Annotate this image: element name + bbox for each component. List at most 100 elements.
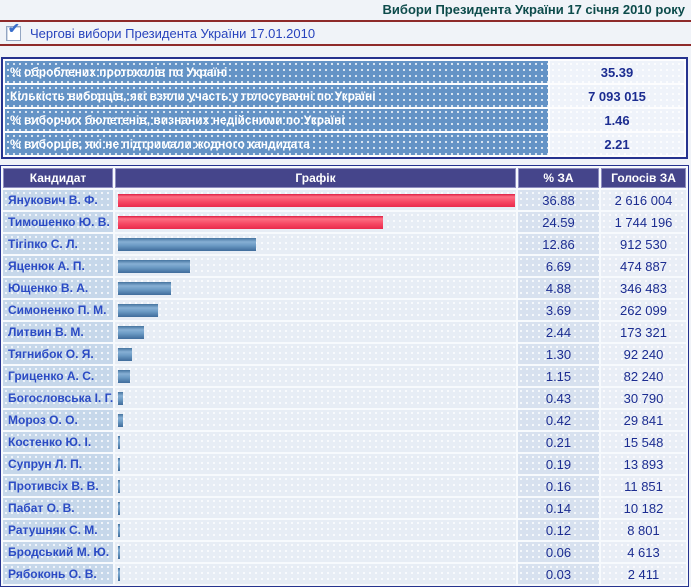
result-bar — [118, 567, 120, 581]
graph-cell — [115, 564, 516, 584]
column-header-percent: % ЗА — [518, 168, 599, 188]
result-bar — [118, 391, 123, 405]
result-bar — [118, 435, 121, 449]
summary-label: % виборчих бюлетенів, визнаних недійсним… — [5, 109, 548, 131]
candidate-name[interactable]: Ющенко В. А. — [3, 278, 113, 298]
candidate-name[interactable]: Тимошенко Ю. В. — [3, 212, 113, 232]
candidate-name[interactable]: Костенко Ю. І. — [3, 432, 113, 452]
summary-value: 2.21 — [550, 133, 684, 155]
candidate-name[interactable]: Пабат О. В. — [3, 498, 113, 518]
result-bar — [118, 457, 121, 471]
graph-cell — [115, 454, 516, 474]
table-row: Рябоконь О. В. 0.03 2 411 — [3, 564, 686, 584]
page-header: Вибори Президента України 17 січня 2010 … — [0, 0, 691, 22]
candidate-name[interactable]: Яценюк А. П. — [3, 256, 113, 276]
graph-cell — [115, 388, 516, 408]
table-row: Супрун Л. П. 0.19 13 893 — [3, 454, 686, 474]
summary-label: % оброблених протоколів по Україні — [5, 61, 548, 83]
summary-row: % оброблених протоколів по Україні 35.39 — [5, 61, 684, 83]
votes-value: 30 790 — [601, 388, 686, 408]
column-header-candidate: Кандидат — [3, 168, 113, 188]
table-row: Яценюк А. П. 6.69 474 887 — [3, 256, 686, 276]
percent-value: 1.15 — [518, 366, 599, 386]
table-row: Мороз О. О. 0.42 29 841 — [3, 410, 686, 430]
column-header-votes: Голосів ЗА — [601, 168, 686, 188]
candidate-name[interactable]: Богословська І. Г. — [3, 388, 113, 408]
table-row: Ющенко В. А. 4.88 346 483 — [3, 278, 686, 298]
candidate-name[interactable]: Симоненко П. М. — [3, 300, 113, 320]
percent-value: 36.88 — [518, 190, 599, 210]
candidate-name[interactable]: Янукович В. Ф. — [3, 190, 113, 210]
votes-value: 8 801 — [601, 520, 686, 540]
graph-cell — [115, 322, 516, 342]
votes-value: 13 893 — [601, 454, 686, 474]
table-row: Богословська І. Г. 0.43 30 790 — [3, 388, 686, 408]
votes-value: 262 099 — [601, 300, 686, 320]
percent-value: 12.86 — [518, 234, 599, 254]
candidate-name[interactable]: Тягнибок О. Я. — [3, 344, 113, 364]
votes-value: 92 240 — [601, 344, 686, 364]
candidate-name[interactable]: Рябоконь О. В. — [3, 564, 113, 584]
result-bar — [118, 413, 123, 427]
graph-cell — [115, 344, 516, 364]
percent-value: 2.44 — [518, 322, 599, 342]
result-bar — [118, 347, 132, 361]
result-bar — [118, 215, 383, 229]
column-header-graph: Графік — [115, 168, 516, 188]
table-row: Пабат О. В. 0.14 10 182 — [3, 498, 686, 518]
table-row: Противсіх В. В. 0.16 11 851 — [3, 476, 686, 496]
candidate-name[interactable]: Мороз О. О. — [3, 410, 113, 430]
percent-value: 3.69 — [518, 300, 599, 320]
candidate-name[interactable]: Литвин В. М. — [3, 322, 113, 342]
candidate-name[interactable]: Тігіпко С. Л. — [3, 234, 113, 254]
candidate-name[interactable]: Противсіх В. В. — [3, 476, 113, 496]
percent-value: 6.69 — [518, 256, 599, 276]
graph-cell — [115, 300, 516, 320]
result-bar — [118, 303, 158, 317]
table-row: Тягнибок О. Я. 1.30 92 240 — [3, 344, 686, 364]
votes-value: 2 616 004 — [601, 190, 686, 210]
summary-row: Кількість виборців, які взяли участь у г… — [5, 85, 684, 107]
votes-value: 10 182 — [601, 498, 686, 518]
percent-value: 0.03 — [518, 564, 599, 584]
graph-cell — [115, 212, 516, 232]
percent-value: 0.14 — [518, 498, 599, 518]
page-title: Вибори Президента України 17 січня 2010 … — [382, 2, 685, 17]
votes-value: 2 411 — [601, 564, 686, 584]
votes-value: 1 744 196 — [601, 212, 686, 232]
votes-value: 82 240 — [601, 366, 686, 386]
candidate-name[interactable]: Бродський М. Ю. — [3, 542, 113, 562]
graph-cell — [115, 366, 516, 386]
checked-checkbox-icon[interactable]: ✔ — [6, 21, 21, 41]
candidate-name[interactable]: Супрун Л. П. — [3, 454, 113, 474]
result-bar — [118, 523, 120, 537]
percent-value: 0.43 — [518, 388, 599, 408]
graph-cell — [115, 256, 516, 276]
result-bar — [118, 545, 120, 559]
percent-value: 0.12 — [518, 520, 599, 540]
summary-value: 7 093 015 — [550, 85, 684, 107]
result-bar — [118, 501, 120, 515]
graph-cell — [115, 498, 516, 518]
checkmark-glyph: ✔ — [8, 19, 20, 36]
table-row: Янукович В. Ф. 36.88 2 616 004 — [3, 190, 686, 210]
percent-value: 0.21 — [518, 432, 599, 452]
votes-value: 11 851 — [601, 476, 686, 496]
summary-value: 1.46 — [550, 109, 684, 131]
votes-value: 474 887 — [601, 256, 686, 276]
percent-value: 0.42 — [518, 410, 599, 430]
candidate-name[interactable]: Ратушняк С. М. — [3, 520, 113, 540]
summary-row: % виборчих бюлетенів, визнаних недійсним… — [5, 109, 684, 131]
election-row[interactable]: ✔ Чергові вибори Президента України 17.0… — [0, 21, 691, 46]
summary-label: % виборців, які не підтримали жодного ка… — [5, 133, 548, 155]
graph-cell — [115, 542, 516, 562]
election-link[interactable]: Чергові вибори Президента України 17.01.… — [30, 25, 316, 41]
table-row: Тимошенко Ю. В. 24.59 1 744 196 — [3, 212, 686, 232]
table-row: Тігіпко С. Л. 12.86 912 530 — [3, 234, 686, 254]
graph-cell — [115, 190, 516, 210]
table-row: Гриценко А. С. 1.15 82 240 — [3, 366, 686, 386]
table-row: Литвин В. М. 2.44 173 321 — [3, 322, 686, 342]
result-bar — [118, 281, 171, 295]
candidate-name[interactable]: Гриценко А. С. — [3, 366, 113, 386]
